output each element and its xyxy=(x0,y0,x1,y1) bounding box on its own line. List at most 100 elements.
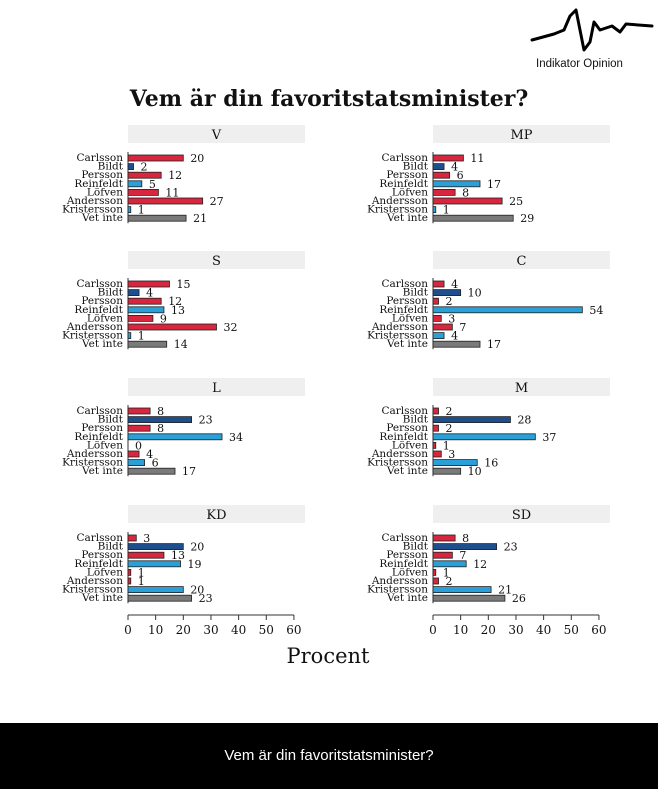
bar-kd-3 xyxy=(127,560,181,568)
panel-header-l xyxy=(128,378,305,396)
bar-v-7 xyxy=(127,214,187,222)
value-label-s-7: 14 xyxy=(174,338,188,351)
bar-s-0 xyxy=(127,280,170,288)
value-label-v-3: 5 xyxy=(149,178,156,191)
x-tick-label-0-20: 20 xyxy=(176,623,191,637)
category-label-v-4: Löfven xyxy=(87,186,123,198)
category-label-c-1: Bildt xyxy=(403,287,429,299)
value-label-sd-6: 21 xyxy=(498,584,512,597)
bar-l-6 xyxy=(127,459,145,467)
bar-s-4 xyxy=(127,314,154,322)
category-label-l-1: Bildt xyxy=(98,414,124,426)
value-label-l-1: 23 xyxy=(199,414,213,427)
indikator-logo-pulse-icon xyxy=(530,8,654,52)
value-label-c-4: 3 xyxy=(448,312,455,325)
value-label-kd-2: 13 xyxy=(171,549,185,562)
bar-v-0 xyxy=(127,154,184,162)
bar-l-1 xyxy=(127,416,193,424)
x-tick-label-1-20: 20 xyxy=(481,623,496,637)
bar-kd-6 xyxy=(127,586,184,593)
panel-header-s xyxy=(128,251,305,269)
category-label-l-4: Löfven xyxy=(87,439,123,451)
bar-s-2 xyxy=(127,297,162,305)
category-label-v-0: Carlsson xyxy=(76,152,123,164)
bar-v-6 xyxy=(127,206,132,214)
category-label-s-6: Kristersson xyxy=(62,330,123,342)
value-label-s-5: 32 xyxy=(224,321,238,334)
panel-title-mp: MP xyxy=(510,128,532,143)
bar-m-0 xyxy=(432,407,439,415)
panel-header-c xyxy=(433,251,610,269)
category-label-v-5: Andersson xyxy=(66,195,123,207)
value-label-l-2: 8 xyxy=(157,422,164,435)
panel-header-v xyxy=(128,125,305,143)
bar-l-7 xyxy=(127,467,176,475)
value-label-s-3: 13 xyxy=(171,304,185,317)
category-label-sd-7: Vet inte xyxy=(386,592,428,604)
category-label-kd-4: Löfven xyxy=(87,566,123,578)
category-label-s-1: Bildt xyxy=(98,287,124,299)
panel-title-l: L xyxy=(212,381,221,396)
value-label-sd-5: 2 xyxy=(446,575,453,588)
x-tick-label-1-30: 30 xyxy=(508,623,523,637)
category-label-kd-0: Carlsson xyxy=(76,532,123,544)
category-label-m-2: Persson xyxy=(386,422,428,434)
bar-mp-6 xyxy=(432,206,437,214)
bar-v-3 xyxy=(127,180,143,188)
x-tick-label-0-40: 40 xyxy=(231,623,246,637)
bar-sd-7 xyxy=(432,594,506,602)
category-label-mp-7: Vet inte xyxy=(386,212,428,224)
value-label-kd-3: 19 xyxy=(188,558,202,571)
bar-s-7 xyxy=(127,340,168,348)
value-label-c-7: 17 xyxy=(487,338,501,351)
value-label-m-7: 10 xyxy=(468,465,482,478)
value-label-kd-7: 23 xyxy=(199,592,213,605)
value-label-m-3: 37 xyxy=(542,431,556,444)
category-label-c-0: Carlsson xyxy=(381,278,428,290)
category-label-c-4: Löfven xyxy=(392,312,428,324)
value-label-v-4: 11 xyxy=(165,186,179,199)
page-title: Vem är din favoritstatsminister? xyxy=(129,86,529,112)
value-label-sd-2: 7 xyxy=(459,549,466,562)
value-label-kd-4: 1 xyxy=(138,566,145,579)
category-label-l-3: Reinfeldt xyxy=(74,431,123,443)
bar-v-4 xyxy=(127,188,159,196)
bar-l-5 xyxy=(127,450,140,458)
category-label-m-6: Kristersson xyxy=(367,457,428,469)
bar-kd-2 xyxy=(127,551,165,559)
bar-m-3 xyxy=(432,433,536,441)
value-label-v-5: 27 xyxy=(210,195,224,208)
category-label-v-1: Bildt xyxy=(98,161,124,173)
bar-mp-1 xyxy=(432,163,445,171)
category-label-sd-4: Löfven xyxy=(392,566,428,578)
value-label-kd-0: 3 xyxy=(143,532,150,545)
category-label-m-5: Andersson xyxy=(371,448,428,460)
panel-header-m xyxy=(433,378,610,396)
value-label-s-2: 12 xyxy=(168,295,182,308)
value-label-mp-3: 17 xyxy=(487,178,501,191)
category-label-m-7: Vet inte xyxy=(386,465,428,477)
category-label-s-3: Reinfeldt xyxy=(74,304,123,316)
category-label-kd-1: Bildt xyxy=(98,541,124,553)
value-label-kd-1: 20 xyxy=(190,541,204,554)
bar-kd-1 xyxy=(127,543,184,550)
value-label-s-4: 9 xyxy=(160,312,167,325)
bar-sd-5 xyxy=(432,577,439,585)
panel-header-mp xyxy=(433,125,610,143)
value-label-mp-4: 8 xyxy=(462,186,469,199)
bar-m-6 xyxy=(432,459,478,467)
bar-s-1 xyxy=(127,289,140,297)
category-label-mp-3: Reinfeldt xyxy=(379,178,428,190)
value-label-l-4: 0 xyxy=(135,439,142,452)
bar-mp-5 xyxy=(432,197,503,205)
bar-s-5 xyxy=(127,323,217,331)
category-label-c-5: Andersson xyxy=(371,321,428,333)
value-label-c-5: 7 xyxy=(459,321,466,334)
category-label-mp-4: Löfven xyxy=(392,186,428,198)
category-label-mp-2: Persson xyxy=(386,169,428,181)
bar-c-2 xyxy=(432,297,439,305)
category-label-v-2: Persson xyxy=(81,169,123,181)
value-label-sd-1: 23 xyxy=(504,541,518,554)
value-label-c-1: 10 xyxy=(468,287,482,300)
bar-m-4 xyxy=(432,441,437,449)
